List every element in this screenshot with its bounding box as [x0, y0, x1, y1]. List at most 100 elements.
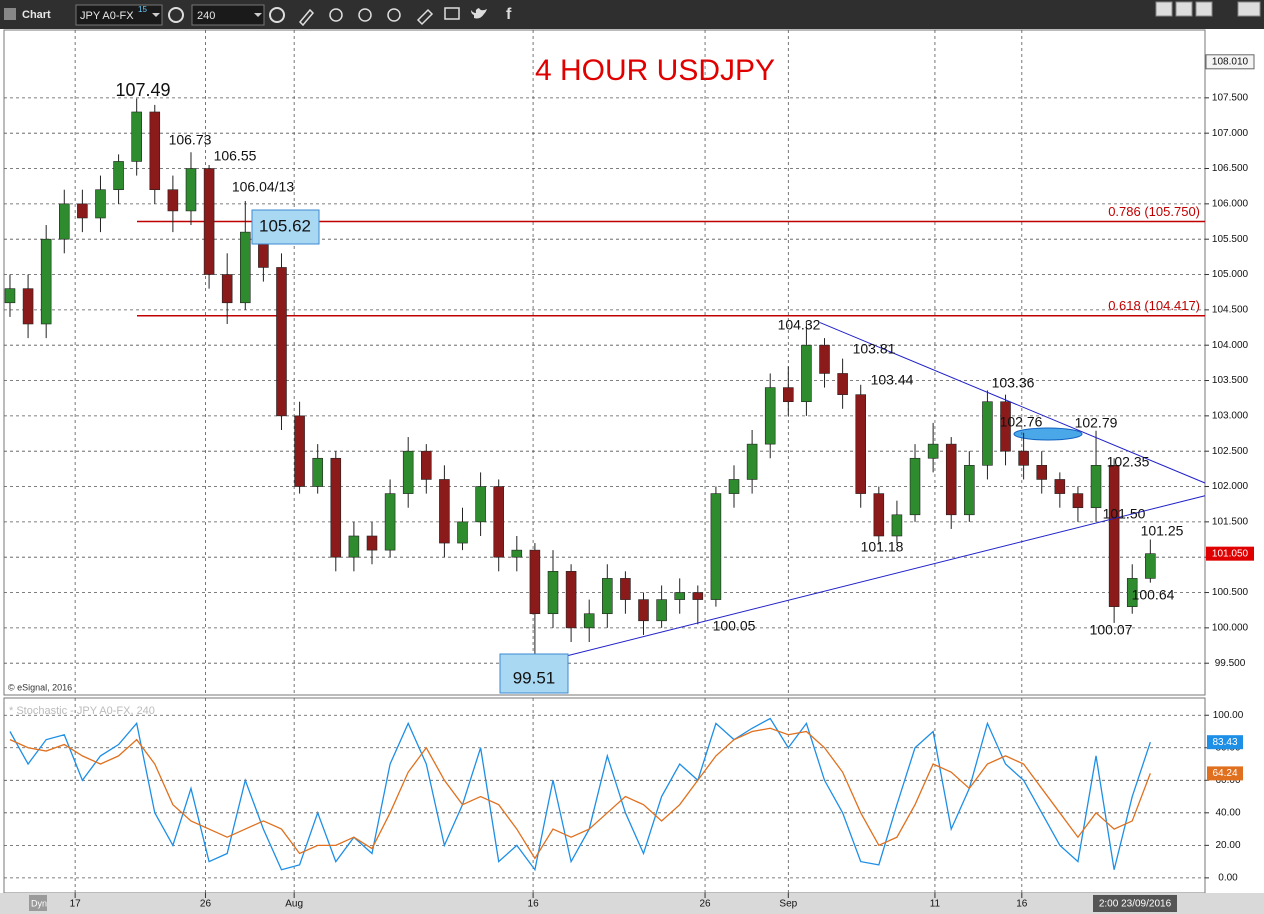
candle-body	[240, 231, 251, 304]
annotation: 101.50	[1103, 506, 1146, 522]
annotation: 103.81	[853, 341, 896, 357]
comment-icon[interactable]	[444, 7, 460, 20]
last-value-box	[1207, 766, 1243, 781]
candle-body	[1018, 450, 1029, 466]
candle-body	[945, 443, 957, 516]
clock-icon[interactable]	[269, 7, 285, 23]
dropdown-arrow[interactable]	[152, 13, 160, 17]
minimize-button[interactable]	[1175, 1, 1193, 17]
annotation-box	[251, 209, 320, 245]
candle-body	[1072, 493, 1084, 509]
y-tick-label: 105.500	[1212, 234, 1249, 245]
indicator-title: * Stochastic - JPY A0-FX, 240	[9, 705, 155, 717]
candle-body	[1090, 465, 1102, 509]
y-tick-label: 102.500	[1212, 446, 1249, 457]
candle-body	[656, 599, 667, 622]
candle-body	[40, 238, 52, 325]
candle-body	[366, 535, 378, 551]
candle-body	[348, 535, 360, 558]
annotation: 104.32	[778, 317, 821, 333]
y-tick-label: 60.00	[1215, 775, 1240, 786]
close-button[interactable]	[1237, 1, 1261, 17]
y-tick-label: 100.500	[1212, 587, 1249, 598]
candle-body	[746, 443, 758, 480]
zoom-icon[interactable]	[387, 8, 401, 22]
x-tick-label: 16	[1016, 899, 1028, 910]
y-tick-label: 0.00	[1218, 873, 1238, 884]
highlight-ellipse	[1013, 427, 1083, 441]
candle-body	[1145, 553, 1156, 579]
candle-body	[801, 344, 812, 403]
candle-body	[1036, 465, 1048, 480]
y-tick-label: 106.500	[1212, 163, 1249, 174]
facebook-icon[interactable]: f	[506, 6, 512, 23]
annotation: 102.76	[1000, 414, 1043, 430]
candle-body	[1000, 401, 1011, 452]
candle-body	[873, 493, 885, 537]
annotation: 106.73	[169, 132, 212, 148]
candle-body	[330, 457, 342, 558]
refresh-icon[interactable]	[329, 8, 343, 22]
annotation: 100.64	[1132, 587, 1175, 603]
annotation: 103.44	[871, 372, 914, 388]
candle-body	[547, 571, 559, 615]
candle-body	[493, 486, 504, 558]
candle-body	[402, 450, 414, 494]
y-tick-label: 20.00	[1215, 840, 1240, 851]
symbol[interactable]: JPY A0-FX	[80, 10, 134, 22]
candle-body	[1108, 465, 1120, 607]
dyn-label[interactable]: Dyn	[31, 898, 47, 908]
candle-body	[982, 401, 993, 466]
annotation: 100.07	[1090, 622, 1133, 638]
tag-icon[interactable]	[416, 8, 434, 26]
top-marker-box	[1205, 54, 1255, 70]
annotation: 99.51	[513, 668, 556, 687]
last-value-label: 83.43	[1212, 737, 1237, 748]
x-tick-label: 11	[930, 899, 941, 910]
y-tick-label: 100.000	[1212, 623, 1249, 634]
candle-body	[276, 267, 287, 417]
candle-body	[113, 161, 124, 191]
dyn-box[interactable]	[29, 895, 47, 911]
symbol-box[interactable]	[75, 4, 163, 26]
candle-body	[58, 203, 70, 240]
toolbar	[0, 0, 1264, 29]
play-icon[interactable]	[358, 8, 372, 22]
y-tick-label: 106.000	[1212, 198, 1249, 209]
candle-body	[909, 457, 921, 516]
y-tick-label: 101.500	[1212, 517, 1249, 528]
candle-body	[819, 344, 830, 374]
candle-body	[1126, 578, 1138, 607]
twitter-icon[interactable]	[471, 8, 487, 19]
settings-icon[interactable]	[168, 7, 184, 23]
candle-body	[511, 549, 523, 558]
candle-body	[620, 578, 631, 600]
candle-body	[1054, 479, 1066, 494]
candle-body	[384, 493, 396, 551]
candle-body	[529, 549, 541, 615]
y-tick-label: 102.000	[1212, 481, 1249, 492]
candle-body	[837, 373, 848, 395]
y-tick-label: 99.500	[1215, 658, 1246, 669]
annotation: 102.35	[1107, 454, 1150, 470]
interval[interactable]: 240	[197, 10, 215, 22]
candle-body	[891, 514, 903, 537]
interval-box[interactable]	[191, 4, 265, 26]
help-button[interactable]	[1155, 1, 1173, 17]
annotation: 101.18	[861, 539, 904, 555]
copyright: © eSignal, 2016	[8, 682, 72, 692]
chart-icon	[4, 8, 16, 20]
annotation: 107.49	[115, 80, 170, 100]
maximize-button[interactable]	[1195, 1, 1213, 17]
candle-body	[728, 479, 740, 494]
annotation: 105.62	[259, 216, 311, 235]
x-tick-label: 17	[70, 899, 82, 910]
x-tick-label: 26	[699, 899, 711, 910]
dropdown-arrow[interactable]	[254, 13, 262, 17]
candle-body	[185, 168, 197, 212]
candle-body	[149, 111, 161, 191]
candle-body	[764, 387, 776, 445]
draw-icon[interactable]	[298, 8, 315, 27]
last-price-label: 101.050	[1212, 548, 1249, 559]
